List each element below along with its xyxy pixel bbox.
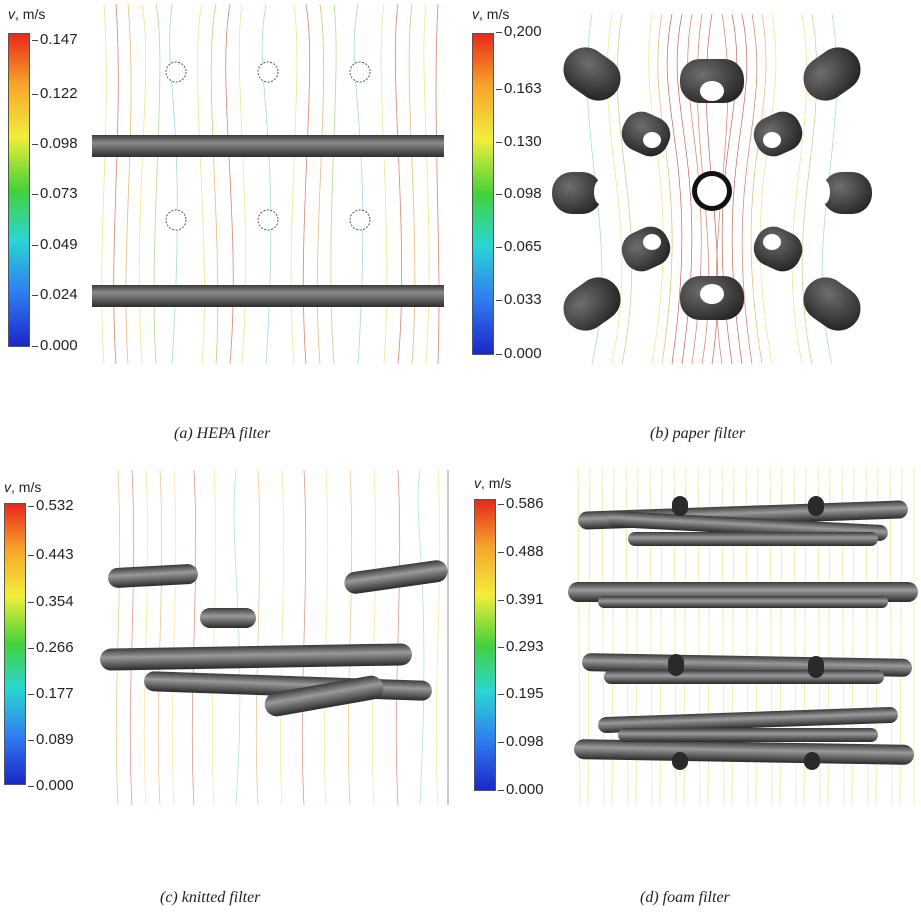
simulation-image-foam — [568, 466, 918, 806]
colorbar-tick: 0.163 — [496, 80, 542, 97]
colorbar-b — [472, 33, 494, 355]
colorbar-tick: 0.073 — [32, 185, 78, 202]
colorbar-tick: 0.354 — [28, 593, 74, 610]
colorbar-tick: 0.049 — [32, 236, 78, 253]
colorbar-tick: 0.293 — [498, 638, 544, 655]
colorbar-tick: 0.098 — [32, 135, 78, 152]
colorbar-tick: 0.065 — [496, 238, 542, 255]
colorbar-tick: 0.000 — [28, 777, 74, 794]
colorbar-tick: 0.089 — [28, 731, 74, 748]
colorbar-tick: 0.391 — [498, 591, 544, 608]
colorbar-tick: 0.130 — [496, 133, 542, 150]
colorbar-tick: 0.532 — [28, 497, 74, 514]
colorbar-d — [474, 499, 496, 791]
colorbar-c — [4, 503, 26, 785]
colorbar-a — [8, 33, 30, 347]
colorbar-tick: 0.024 — [32, 286, 78, 303]
colorbar-tick: 0.586 — [498, 495, 544, 512]
simulation-image-hepa — [92, 4, 444, 364]
simulation-image-knitted — [98, 470, 453, 805]
colorbar-tick: 0.000 — [496, 345, 542, 362]
colorbar-tick: 0.000 — [498, 781, 544, 798]
simulation-image-paper — [552, 14, 872, 364]
colorbar-title-a: v, m/s — [8, 6, 46, 22]
colorbar-tick: 0.488 — [498, 543, 544, 560]
caption-a: (a) HEPA filter — [174, 425, 271, 442]
colorbar-title-b: v, m/s — [472, 6, 510, 22]
colorbar-tick: 0.122 — [32, 85, 78, 102]
colorbar-tick: 0.195 — [498, 685, 544, 702]
colorbar-title-d: v, m/s — [474, 475, 512, 491]
colorbar-tick: 0.098 — [498, 733, 544, 750]
caption-b: (b) paper filter — [650, 425, 746, 442]
caption-c: (c) knitted filter — [160, 889, 261, 906]
colorbar-tick: 0.443 — [28, 546, 74, 563]
colorbar-tick: 0.033 — [496, 291, 542, 308]
caption-d: (d) foam filter — [640, 889, 730, 906]
colorbar-tick: 0.000 — [32, 337, 78, 354]
colorbar-title-c: v, m/s — [4, 479, 42, 495]
colorbar-tick: 0,200 — [496, 23, 542, 40]
colorbar-tick: 0.177 — [28, 685, 74, 702]
colorbar-tick: 0.098 — [496, 185, 542, 202]
colorbar-tick: 0.266 — [28, 639, 74, 656]
colorbar-tick: 0.147 — [32, 31, 78, 48]
